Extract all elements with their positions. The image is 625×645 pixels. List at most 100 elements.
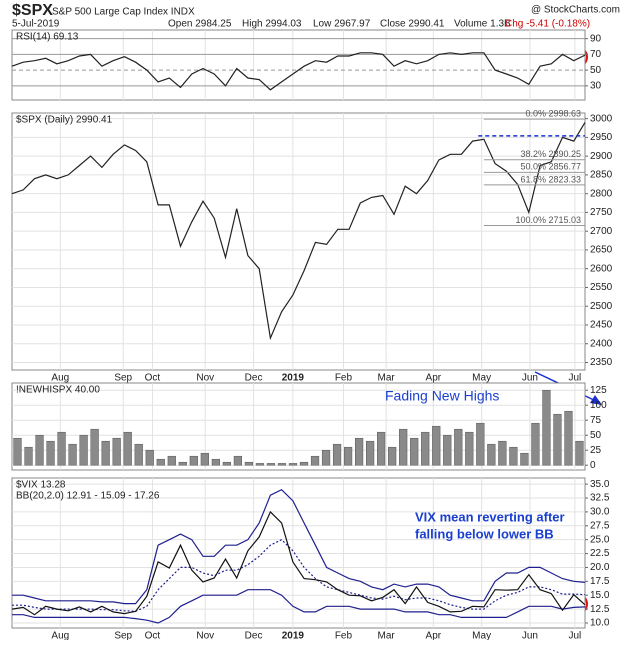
y-tick-label: 10.0 — [590, 618, 610, 629]
y-tick-label: 35.0 — [590, 479, 610, 490]
y-tick-label: 50 — [590, 430, 602, 441]
panel-subtitle: BB(20,2.0) 12.91 - 15.09 - 17.26 — [16, 491, 160, 502]
y-tick-label: 30 — [590, 80, 602, 91]
bar — [321, 449, 331, 466]
bar — [443, 434, 452, 466]
price-line — [11, 122, 586, 341]
bar — [421, 431, 430, 466]
x-tick-label: May — [472, 373, 491, 384]
bar — [13, 437, 22, 466]
bar — [222, 461, 231, 466]
bar — [354, 437, 364, 466]
bar — [366, 440, 375, 466]
y-tick-label: 25 — [590, 445, 602, 456]
volume: Volume 1.3B — [454, 19, 511, 30]
date: 5-Jul-2019 — [12, 19, 60, 30]
x-tick-label: Mar — [378, 631, 396, 640]
y-tick-label: 2350 — [590, 357, 613, 368]
y-tick-label: 100 — [590, 400, 607, 411]
bar — [509, 446, 518, 466]
bar — [465, 431, 474, 466]
bar — [299, 461, 309, 466]
x-tick-label: Nov — [196, 373, 214, 384]
y-tick-label: 75 — [590, 415, 602, 426]
y-tick-label: 25.0 — [590, 534, 610, 545]
x-tick-label: Sep — [114, 373, 132, 384]
panel — [11, 29, 586, 101]
open: Open 2984.25 — [168, 19, 232, 30]
y-tick-label: 125 — [590, 385, 607, 396]
panel — [11, 477, 586, 629]
bar — [377, 431, 386, 466]
fib-label: 38.2% 2890.25 — [520, 149, 581, 159]
bar — [200, 452, 209, 466]
panel-title: !NEWHISPX 40.00 — [16, 385, 100, 396]
bar — [399, 428, 408, 466]
symbol: $SPX — [12, 2, 53, 19]
y-tick-label: 22.5 — [590, 548, 610, 559]
x-tick-label: Dec — [245, 631, 263, 640]
y-tick-label: 2950 — [590, 132, 613, 143]
y-tick-label: 17.5 — [590, 576, 610, 587]
bar — [79, 434, 88, 466]
bar — [388, 446, 397, 466]
bar — [46, 440, 55, 466]
panel-title: RSI(14) 69.13 — [16, 32, 79, 43]
bar — [211, 458, 220, 466]
x-tick-label: Apr — [426, 631, 442, 640]
bar — [35, 434, 44, 466]
x-tick-label: Dec — [245, 373, 263, 384]
bar — [101, 440, 110, 466]
y-tick-label: 2700 — [590, 226, 613, 237]
high: High 2994.03 — [242, 19, 302, 30]
y-tick-label: 15.0 — [590, 590, 610, 601]
x-tick-label: Jul — [568, 631, 581, 640]
y-tick-label: 2450 — [590, 320, 613, 331]
bar — [410, 437, 419, 466]
bar — [343, 446, 353, 466]
bar — [24, 446, 33, 466]
y-tick-label: 90 — [590, 33, 602, 44]
bollinger-upper — [12, 488, 586, 605]
bar — [332, 443, 342, 466]
x-tick-label: Oct — [145, 373, 161, 384]
arrow-head — [590, 395, 602, 405]
annotation: Fading New Highs — [385, 388, 499, 404]
y-tick-label: 2850 — [590, 170, 613, 181]
y-tick-label: 32.5 — [590, 493, 610, 504]
bar — [432, 425, 441, 466]
bar — [233, 455, 243, 466]
bar — [454, 428, 463, 466]
y-tick-label: 27.5 — [590, 520, 610, 531]
bar — [564, 410, 573, 466]
y-tick-label: 50 — [590, 65, 602, 76]
panel-title: $SPX (Daily) 2990.41 — [16, 115, 113, 126]
bar — [244, 461, 254, 466]
bar — [476, 422, 485, 466]
bar — [310, 455, 320, 466]
change: Chg -5.41 (-0.18%) — [505, 19, 590, 30]
bar — [255, 463, 265, 466]
fib-label: 50.0% 2856.77 — [520, 162, 581, 172]
bar — [498, 440, 507, 466]
bar — [68, 443, 77, 466]
bar — [542, 389, 551, 466]
panel — [11, 112, 586, 371]
y-tick-label: 70 — [590, 49, 602, 60]
bar — [145, 449, 154, 466]
x-tick-label: Jun — [522, 373, 538, 384]
x-tick-label: May — [472, 631, 491, 640]
bar — [487, 443, 496, 466]
fib-label: 100.0% 2715.03 — [515, 215, 581, 225]
y-tick-label: 2600 — [590, 263, 613, 274]
y-tick-label: 2750 — [590, 207, 613, 218]
x-tick-label: Aug — [51, 631, 69, 640]
x-tick-label: Apr — [426, 373, 442, 384]
bar — [553, 413, 562, 466]
y-tick-label: 2500 — [590, 301, 613, 312]
annotation: falling below lower BB — [415, 526, 554, 541]
fib-label: 0.0% 2998.63 — [525, 109, 581, 119]
y-tick-label: 20.0 — [590, 562, 610, 573]
y-tick-label: 30.0 — [590, 507, 610, 518]
bar — [575, 440, 584, 466]
